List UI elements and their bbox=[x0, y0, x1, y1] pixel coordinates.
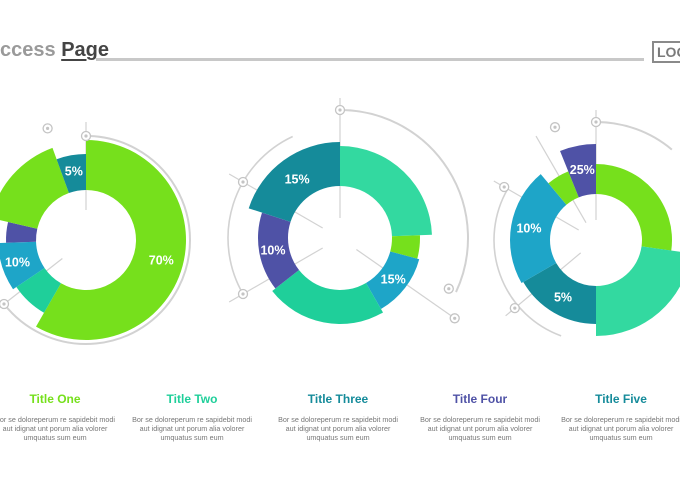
segment-label: 5% bbox=[65, 165, 83, 179]
caption-1: Title One Bor se doloreperum re sapidebi… bbox=[0, 392, 115, 442]
segment-label: 10% bbox=[5, 256, 30, 270]
guide-arc bbox=[595, 121, 673, 151]
caption-5: Title Five Bor se doloreperum re sapideb… bbox=[561, 392, 680, 442]
caption-desc-4: Bor se doloreperum re sapidebit modi aut… bbox=[420, 415, 540, 442]
donut-segment bbox=[340, 146, 432, 237]
donut-segment bbox=[0, 147, 69, 229]
page-title-light: ccess bbox=[0, 39, 56, 61]
segment-label: 10% bbox=[260, 243, 285, 257]
donut-segment bbox=[523, 263, 596, 324]
guide-arc bbox=[227, 135, 294, 295]
donut-segment bbox=[366, 251, 420, 310]
guide-marker bbox=[0, 298, 10, 310]
segment-label: 70% bbox=[149, 254, 174, 268]
guide-marker bbox=[237, 176, 249, 188]
header-divider bbox=[96, 58, 644, 61]
donut-segment bbox=[272, 270, 383, 325]
donut-segment bbox=[560, 144, 596, 198]
caption-desc-1: Bor se doloreperum re sapidebit modi aut… bbox=[0, 415, 115, 442]
donut-segment bbox=[509, 174, 567, 283]
donut-chart-2: 15% 10% 15% bbox=[227, 98, 470, 325]
segment-label: 10% bbox=[516, 222, 541, 236]
donut-segment bbox=[0, 241, 45, 290]
guide-marker bbox=[549, 122, 561, 133]
segment-label: 15% bbox=[381, 272, 406, 286]
segment-label: 25% bbox=[570, 163, 595, 177]
donut-segment bbox=[257, 212, 300, 289]
donut-segment bbox=[56, 154, 86, 194]
guide-marker bbox=[509, 302, 520, 314]
guide-marker bbox=[499, 181, 510, 193]
guide-marker bbox=[80, 130, 92, 142]
guide-marker bbox=[237, 288, 249, 300]
donut-segment bbox=[6, 222, 38, 243]
caption-title-1: Title One bbox=[29, 392, 81, 406]
caption-title-4: Title Four bbox=[452, 392, 508, 406]
caption-2: Title Two Bor se doloreperum re sapidebi… bbox=[132, 392, 252, 442]
segment-label: 15% bbox=[285, 172, 310, 186]
segment-label: 5% bbox=[554, 291, 572, 305]
caption-desc-3: Bor se doloreperum re sapidebit modi aut… bbox=[278, 415, 398, 442]
logo: LOGO bbox=[652, 41, 680, 63]
donut-segment bbox=[16, 267, 61, 313]
guide-marker bbox=[590, 116, 602, 128]
caption-title-5: Title Five bbox=[595, 392, 647, 406]
page-title-strong: Page bbox=[61, 39, 109, 61]
donut-segment bbox=[248, 142, 340, 222]
caption-desc-2: Bor se doloreperum re sapidebit modi aut… bbox=[132, 415, 252, 442]
caption-4: Title Four Bor se doloreperum re sapideb… bbox=[420, 392, 540, 442]
donut-segment bbox=[596, 246, 680, 336]
page-title: ccess Page bbox=[0, 38, 109, 62]
caption-desc-5: Bor se doloreperum re sapidebit modi aut… bbox=[561, 415, 680, 442]
donut-chart-1: 70% 10% 5% bbox=[0, 122, 191, 345]
caption-title-2: Title Two bbox=[166, 392, 218, 406]
guide-arc bbox=[339, 109, 470, 293]
guide-arc bbox=[493, 188, 562, 337]
guide-marker bbox=[449, 313, 460, 324]
donut-segment bbox=[596, 164, 673, 251]
caption-title-3: Title Three bbox=[307, 392, 369, 406]
donut-segment bbox=[548, 171, 579, 205]
donut-chart-3: 5% 10% 25% bbox=[493, 110, 680, 337]
donut-segment bbox=[36, 140, 187, 340]
guide-marker bbox=[443, 283, 454, 294]
guide-marker bbox=[334, 104, 346, 116]
donut-segment bbox=[390, 235, 420, 259]
guide-arc bbox=[3, 135, 191, 345]
guide-marker bbox=[42, 123, 53, 134]
caption-3: Title Three Bor se doloreperum re sapide… bbox=[278, 392, 398, 442]
